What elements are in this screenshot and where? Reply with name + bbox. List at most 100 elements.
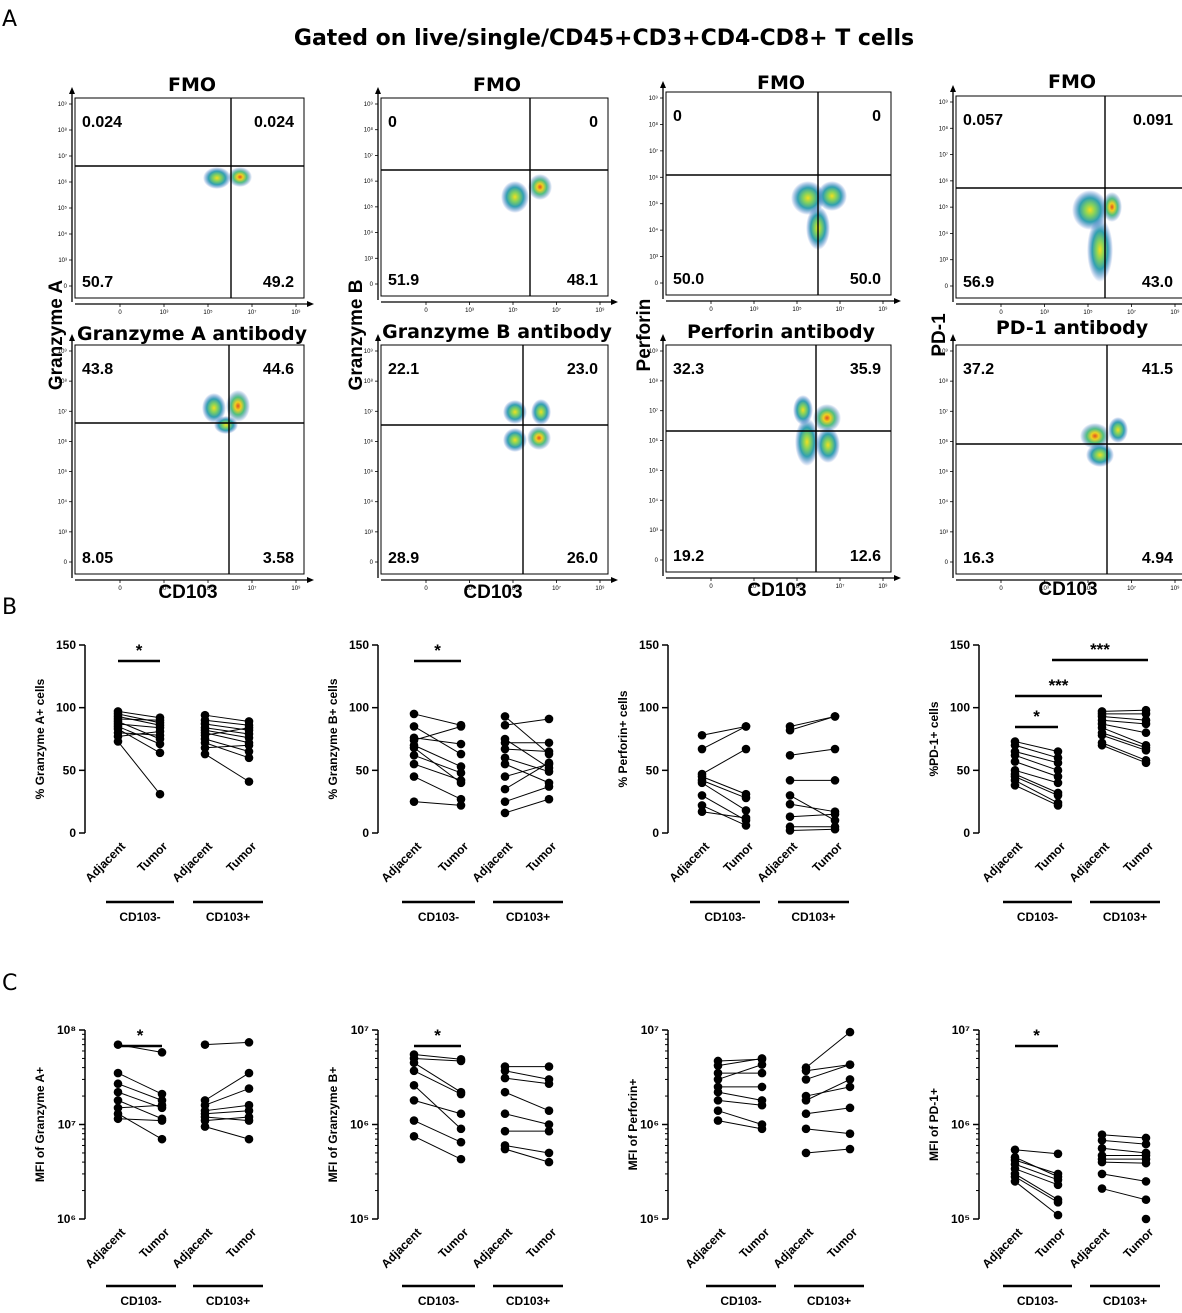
tumor-point (544, 747, 554, 756)
ab-2-y-tick-label: 0 (655, 558, 659, 564)
adjacent-point (1097, 1136, 1107, 1145)
adjacent-point (409, 1066, 419, 1076)
pair-line (413, 801, 462, 806)
fmo-0-quadrant-ul: 0.024 (82, 114, 122, 131)
x-category-label: Tumor (1120, 1225, 1156, 1261)
fmo-3-y-arrow (950, 85, 956, 92)
fmo-3-x-tick-label: 10⁹ (1170, 309, 1180, 316)
ab-3-y-tick-label: 10⁵ (939, 469, 949, 476)
pair-line (117, 1118, 163, 1122)
tumor-point (544, 738, 554, 748)
ab-0-quadrant-ul: 43.8 (82, 361, 113, 378)
pair-line (204, 1072, 250, 1101)
fmo-0-cell-density-1 (228, 167, 252, 187)
tumor-point (157, 1100, 167, 1110)
y-tick-label: 10⁶ (350, 1118, 369, 1132)
ab-2-cell-density-3 (816, 427, 840, 463)
pair-line (1014, 784, 1059, 806)
tumor-point (544, 714, 554, 724)
adjacent-point (1097, 1143, 1107, 1153)
adjacent-point (500, 712, 510, 721)
fmo-2-x-tick-label: 10⁵ (792, 306, 802, 313)
pair-line (1101, 719, 1147, 725)
pair-line (789, 828, 836, 831)
fmo-1-cell-density-0 (501, 181, 529, 213)
ab-1-y-tick-label: 10⁹ (364, 348, 374, 355)
fmo-title: FMO (757, 72, 805, 94)
pair-line (413, 1054, 462, 1060)
fmo-2-quadrant-ur: 0 (872, 108, 881, 125)
significance-stars: *** (1049, 676, 1069, 695)
pair-line (117, 723, 161, 729)
pair-line (117, 741, 161, 795)
fmo-1-y-tick-label: 10⁹ (364, 101, 374, 108)
tumor-point (456, 1109, 466, 1119)
adjacent-point (713, 1075, 723, 1084)
adjacent-point (1097, 740, 1107, 750)
ab-1-cell-density-3 (527, 426, 551, 450)
flow-x-label: CD103 (1038, 579, 1097, 600)
adjacent-point (697, 791, 707, 800)
tumor-point (244, 1084, 254, 1093)
fmo-1-frame (380, 97, 609, 297)
ab-2-x-tick-label: 10³ (750, 584, 759, 590)
tumor-point (456, 722, 466, 731)
pair-line (504, 763, 550, 778)
pair-line (117, 726, 161, 745)
pair-line (204, 1104, 250, 1112)
fmo-0-cell-density-0 (203, 167, 231, 189)
tumor-point (845, 1103, 855, 1113)
pair-line (805, 1078, 851, 1101)
fmo-2-y-tick-label: 0 (655, 281, 659, 287)
fmo-2-x-tick-label: 0 (709, 307, 713, 313)
adjacent-point (500, 753, 510, 763)
y-tick-label: 0 (652, 826, 659, 840)
fmo-0-x-tick-label: 10⁷ (248, 309, 257, 316)
tumor-point (830, 776, 840, 785)
x-category-label: Tumor (134, 839, 170, 875)
fmo-1-x-arrow (611, 299, 618, 305)
fmo-3-x-tick-label: 0 (999, 310, 1003, 316)
fmo-title: FMO (473, 74, 521, 96)
tumor-point (155, 715, 165, 725)
pair-line (413, 754, 462, 774)
adjacent-point (409, 750, 419, 760)
pair-line (701, 782, 747, 811)
adjacent-point (785, 826, 795, 835)
ab-3-frame (955, 344, 1182, 575)
pair-line (117, 713, 161, 724)
fmo-0-x-tick-label: 10⁹ (291, 309, 301, 316)
tumor-point (456, 1137, 466, 1147)
tumor-point (1141, 1133, 1151, 1143)
tumor-point (456, 749, 466, 759)
tumor-point (1141, 1139, 1151, 1149)
adjacent-point (785, 812, 795, 822)
adjacent-point (200, 1122, 210, 1131)
x-category-label: Adjacent (682, 1225, 728, 1271)
y-axis-label: % Granzyme A+ cells (33, 678, 47, 799)
significance-stars: * (434, 1026, 441, 1045)
pair-line (504, 738, 550, 769)
pair-line (504, 1144, 550, 1154)
pair-line (1101, 742, 1147, 761)
ab-2-y-tick-label: 10⁵ (649, 467, 659, 474)
tumor-point (757, 1068, 767, 1078)
tumor-point (845, 1144, 855, 1154)
pair-line (701, 811, 747, 819)
x-category-label: Adjacent (169, 839, 215, 885)
pair-line (701, 779, 747, 799)
tumor-point (830, 712, 840, 721)
pair-line (805, 1031, 851, 1068)
tumor-point (244, 723, 254, 733)
pair-line (1014, 769, 1059, 784)
adjacent-point (113, 1114, 123, 1124)
y-tick-label: 10⁸ (57, 1023, 76, 1037)
pair-line (117, 1099, 163, 1120)
adjacent-point (1010, 1145, 1020, 1155)
ab-2-quadrant-ur: 35.9 (850, 361, 881, 378)
fmo-3-frame (955, 95, 1182, 299)
ab-0-quadrant-lr: 3.58 (263, 550, 294, 567)
tumor-point (544, 1079, 554, 1089)
ab-3-quadrant-ul: 37.2 (963, 361, 994, 378)
